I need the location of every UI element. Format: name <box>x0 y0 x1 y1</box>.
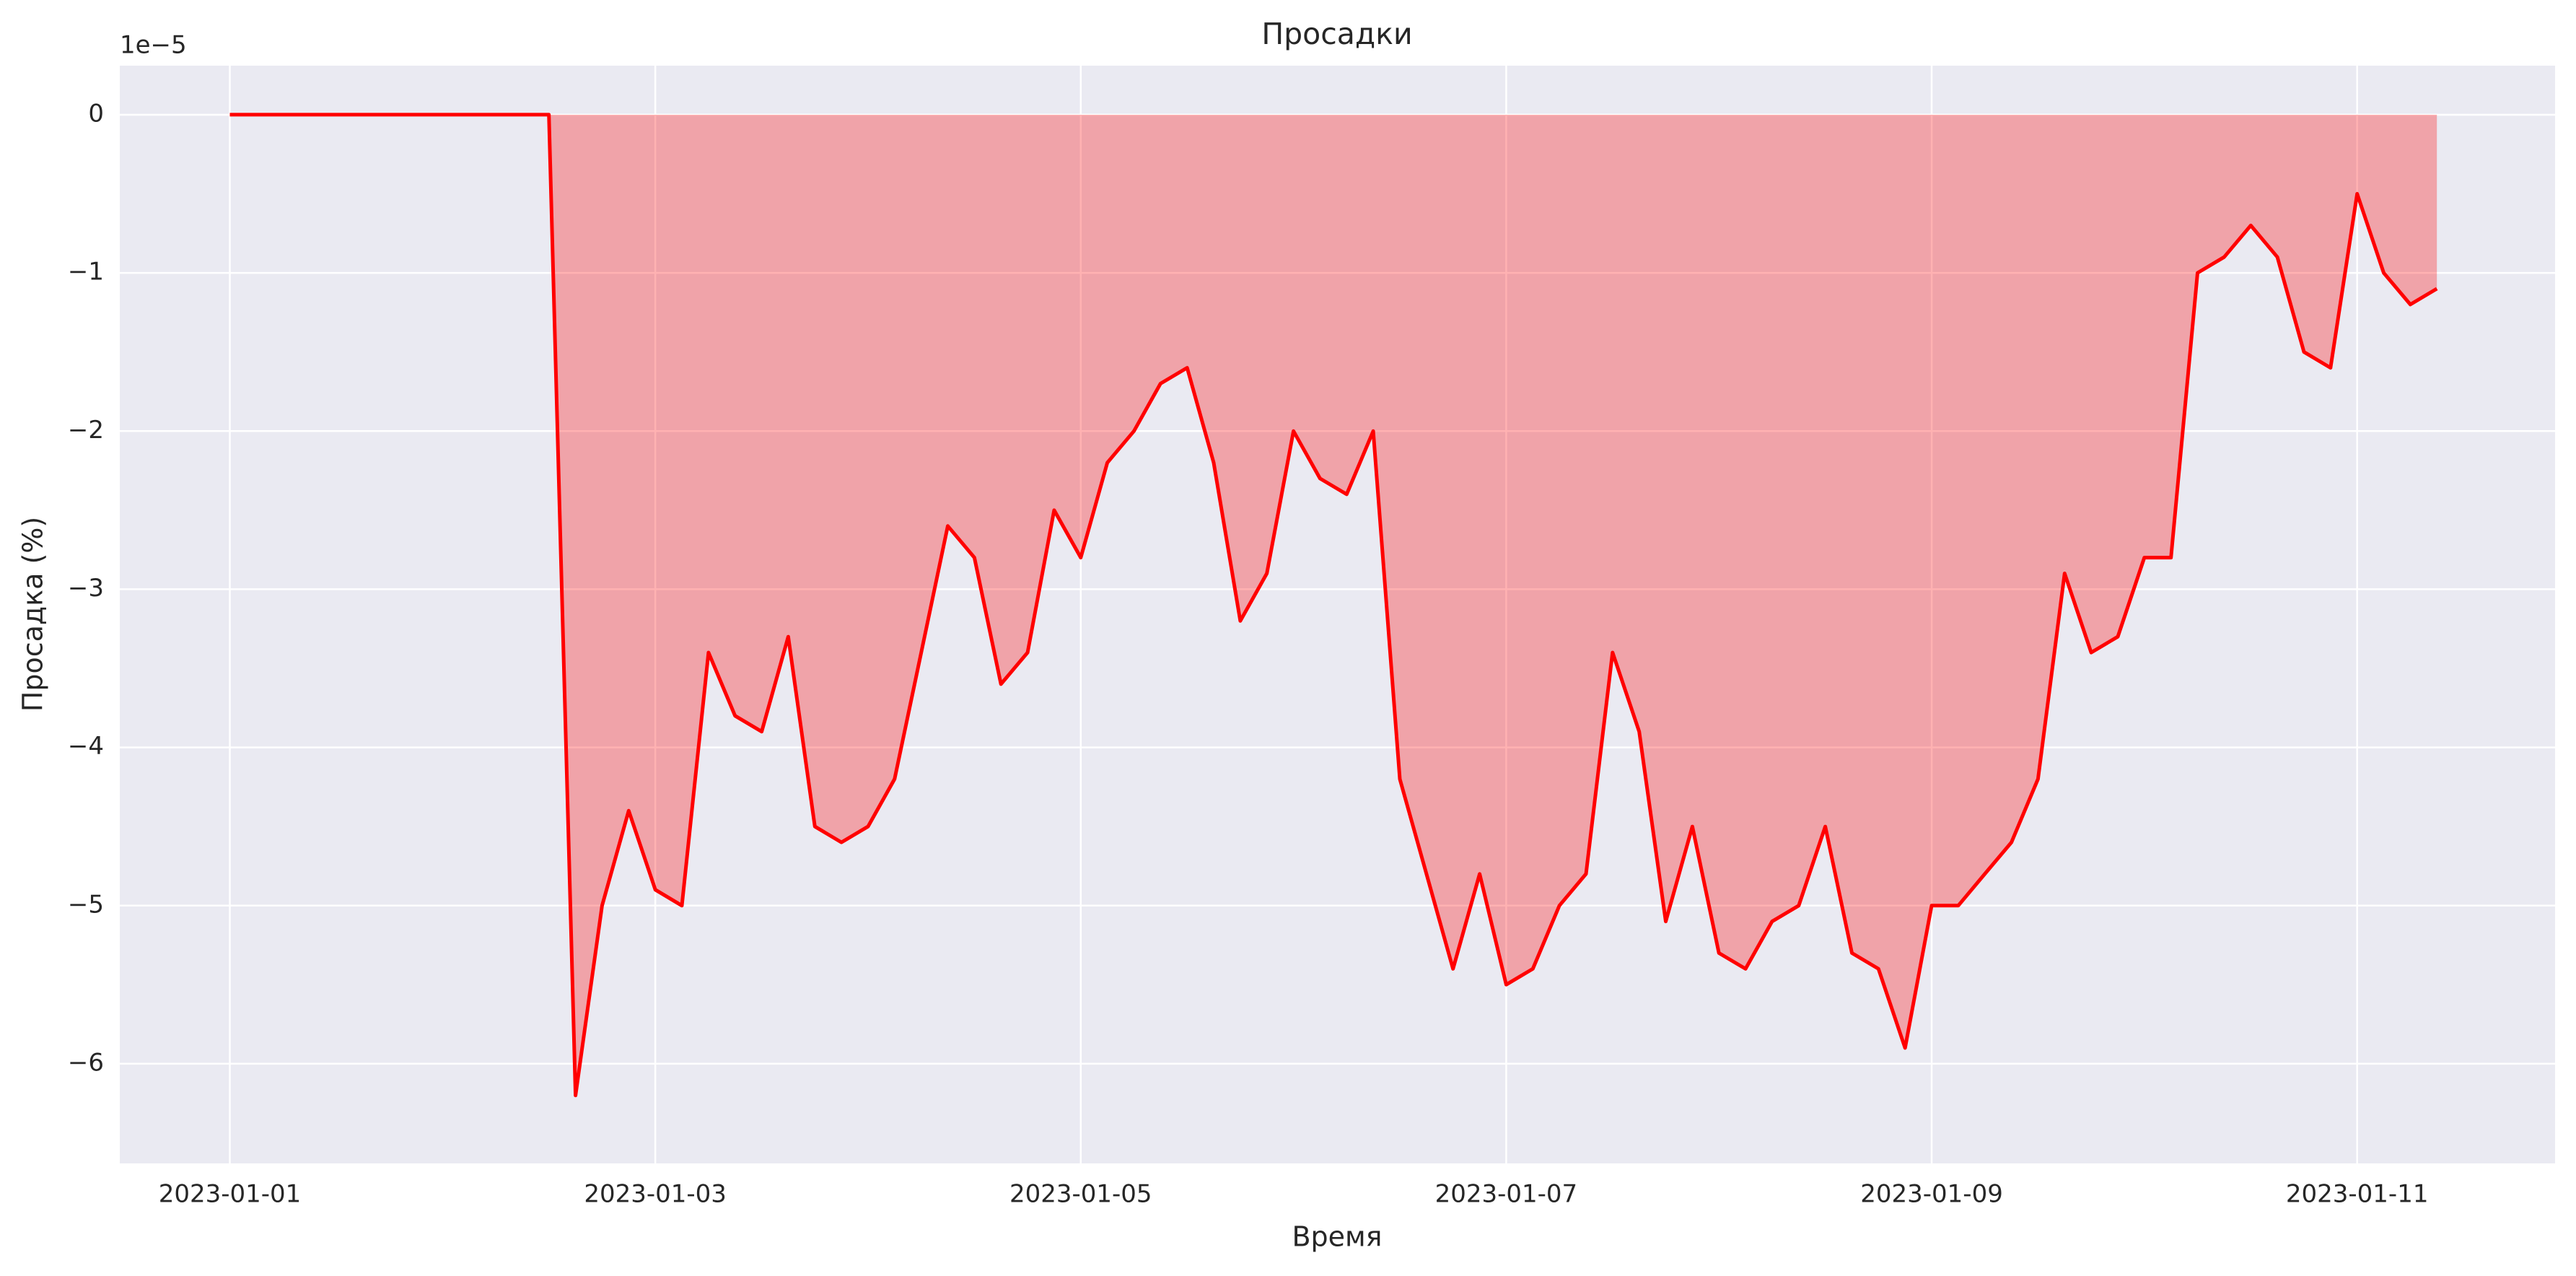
x-tick-label: 2023-01-03 <box>584 1180 727 1209</box>
y-tick-label: −4 <box>68 732 104 761</box>
y-axis-label: Просадка (%) <box>17 517 49 712</box>
y-tick-label: −6 <box>68 1048 104 1077</box>
x-tick-label: 2023-01-05 <box>1009 1180 1152 1209</box>
drawdown-area <box>229 114 2437 1096</box>
x-tick-label: 2023-01-09 <box>1860 1180 2003 1209</box>
y-tick-label: −1 <box>68 258 104 287</box>
y-tick-label: −3 <box>68 574 104 603</box>
x-axis-label: Время <box>1292 1221 1382 1253</box>
y-tick-label: −5 <box>68 890 104 919</box>
x-tick-label: 2023-01-11 <box>2286 1180 2429 1209</box>
y-tick-label: 0 <box>88 99 104 128</box>
plot-background <box>120 66 2555 1163</box>
drawdown-line <box>229 113 2438 1098</box>
y-offset-label: 1e−5 <box>120 31 187 60</box>
marks <box>229 113 2438 1098</box>
x-tick-label: 2023-01-07 <box>1435 1180 1578 1209</box>
y-tick-label: −2 <box>68 416 104 445</box>
x-tick-label: 2023-01-01 <box>159 1180 302 1209</box>
chart-title: Просадки <box>1261 17 1412 51</box>
ticks: −6 −5 −4 −3 −2 −1 0 2023-01-01 2023-01-03 2023-01… <box>68 99 2429 1208</box>
